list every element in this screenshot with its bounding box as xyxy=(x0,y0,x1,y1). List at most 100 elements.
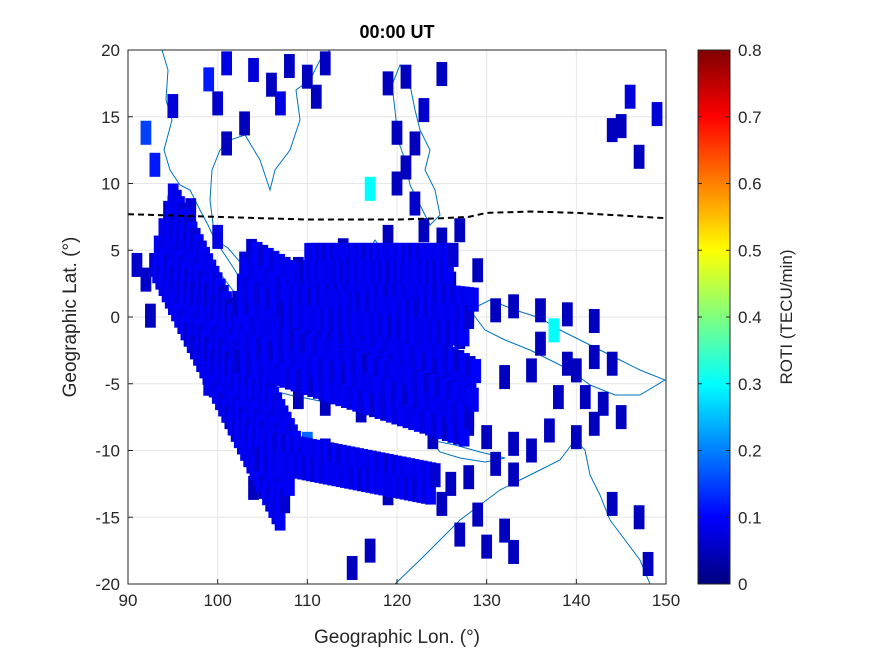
roti-cell xyxy=(448,367,460,392)
roti-cell xyxy=(284,471,295,496)
roti-cell xyxy=(389,362,401,387)
y-tick-label: 0 xyxy=(111,308,120,327)
roti-cell xyxy=(588,308,600,334)
roti-cell xyxy=(409,191,421,216)
roti-cell xyxy=(463,465,475,490)
roti-cell xyxy=(447,347,459,372)
roti-cell xyxy=(212,91,224,116)
roti-cell xyxy=(384,379,396,404)
roti-cell xyxy=(400,155,412,180)
roti-cell xyxy=(306,353,318,378)
roti-cell xyxy=(425,480,436,505)
roti-cell xyxy=(423,373,434,398)
roti-cell xyxy=(373,375,385,400)
colorbar-tick-label: 0.5 xyxy=(738,241,762,260)
roti-cell xyxy=(633,144,645,169)
roti-cell xyxy=(244,333,256,358)
roti-cell xyxy=(397,402,408,427)
y-tick-label: -5 xyxy=(105,375,120,394)
roti-cell xyxy=(439,378,451,403)
roti-cell xyxy=(440,397,452,422)
colorbar-label: ROTI (TECU/min) xyxy=(777,249,796,384)
roti-cell xyxy=(508,294,519,319)
roti-cell xyxy=(436,62,448,87)
roti-cell xyxy=(383,360,395,385)
roti-cell xyxy=(434,376,446,401)
roti-cell xyxy=(310,84,322,109)
roti-cell xyxy=(256,356,268,381)
roti-cell xyxy=(305,334,317,359)
roti-cell xyxy=(328,361,340,386)
roti-cell xyxy=(447,242,459,267)
roti-cell xyxy=(526,358,537,383)
roti-cell xyxy=(508,539,519,564)
roti-cell xyxy=(372,356,384,381)
roti-cell xyxy=(642,551,654,576)
roti-cell xyxy=(245,352,257,377)
roti-cell xyxy=(239,331,250,356)
roti-cell xyxy=(268,250,280,275)
roti-cell xyxy=(385,398,397,423)
roti-cell xyxy=(468,387,479,412)
roti-cell xyxy=(266,321,278,346)
roti-cell xyxy=(355,351,367,376)
roti-cell xyxy=(278,344,290,369)
roti-cell xyxy=(290,367,302,392)
x-tick-label: 150 xyxy=(652,591,680,610)
roti-cell xyxy=(457,403,469,428)
x-tick-label: 130 xyxy=(472,591,500,610)
roti-cell xyxy=(420,352,432,377)
roti-cell xyxy=(131,252,143,277)
y-tick-label: -10 xyxy=(95,442,120,461)
x-axis-label: Geographic Lon. (°) xyxy=(314,627,480,648)
roti-cell xyxy=(149,152,161,177)
roti-cell xyxy=(391,171,403,196)
roti-cell xyxy=(354,336,366,361)
roti-cell xyxy=(456,384,468,409)
colorbar-tick-label: 0.7 xyxy=(738,108,762,127)
roti-cell xyxy=(263,268,275,293)
roti-cell xyxy=(462,385,474,410)
roti-cell xyxy=(428,374,440,399)
roti-cell xyxy=(588,411,600,436)
roti-cell xyxy=(221,51,233,76)
roti-cell xyxy=(248,279,259,304)
roti-cell xyxy=(392,337,404,362)
roti-cell xyxy=(346,555,358,580)
roti-cell xyxy=(367,354,378,379)
roti-cell xyxy=(343,330,355,355)
roti-cell xyxy=(363,391,375,416)
roti-cell xyxy=(382,224,394,249)
roti-cell xyxy=(319,51,331,76)
roti-cell xyxy=(319,391,331,416)
roti-cell xyxy=(432,358,443,383)
roti-cell xyxy=(395,363,406,388)
roti-cell xyxy=(418,218,430,243)
roti-cell xyxy=(311,336,322,361)
roti-cell xyxy=(391,400,403,425)
roti-cell xyxy=(425,411,436,436)
roti-cell xyxy=(417,371,429,396)
colorbar-ticks: 0.8 0.7 0.6 0.5 0.4 0.3 0.2 0.1 0 xyxy=(698,41,762,594)
roti-cell xyxy=(535,331,546,356)
roti-cell xyxy=(452,401,463,426)
roti-cell xyxy=(446,399,458,424)
roti-cell xyxy=(212,224,224,249)
roti-cell xyxy=(412,388,424,413)
roti-cell xyxy=(292,385,304,410)
roti-cell xyxy=(426,355,438,380)
roti-cell xyxy=(258,265,270,290)
roti-cell xyxy=(250,335,262,360)
y-axis-ticks: 20 15 10 5 0 -5 -10 -15 -20 xyxy=(95,41,133,594)
colorbar xyxy=(697,49,731,585)
roti-cell xyxy=(468,287,479,312)
roti-cell xyxy=(459,353,470,378)
roti-cell xyxy=(436,491,448,516)
y-tick-label: -15 xyxy=(95,508,120,527)
roti-cell xyxy=(264,288,276,313)
roti-cell xyxy=(381,331,393,356)
roti-cell xyxy=(390,381,402,406)
x-tick-label: 90 xyxy=(119,591,138,610)
roti-cell xyxy=(400,64,412,89)
coastline-australia xyxy=(394,439,651,584)
